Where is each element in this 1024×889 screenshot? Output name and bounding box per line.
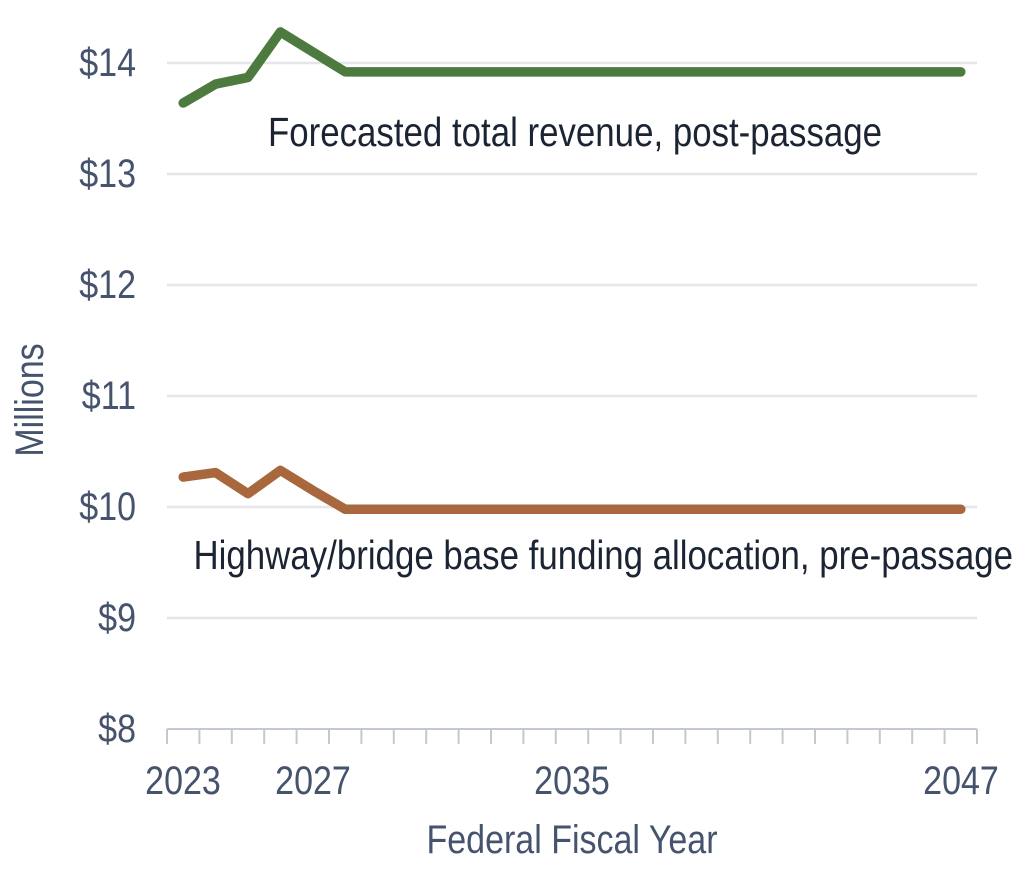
x-tick-label: 2027: [274, 759, 351, 803]
y-tick-label: $8: [98, 707, 136, 751]
x-axis-title: Federal Fiscal Year: [426, 818, 718, 862]
y-tick-label: $12: [79, 263, 136, 307]
y-tick-label: $14: [79, 41, 136, 85]
y-tick-label: $13: [79, 152, 136, 196]
series-label-pre-passage: Highway/bridge base funding allocation, …: [193, 532, 1014, 578]
x-tick-label: 2023: [145, 759, 221, 803]
y-tick-label: $11: [81, 374, 136, 418]
series-line-post-passage: [178, 27, 966, 108]
series-line-pre-passage: [178, 465, 966, 514]
y-tick-label: $9: [98, 596, 136, 640]
y-tick-label: $10: [79, 485, 136, 529]
x-tick-label: 2035: [534, 759, 610, 803]
x-tick-label: 2047: [922, 759, 999, 803]
series-label-post-passage: Forecasted total revenue, post-passage: [267, 109, 883, 155]
